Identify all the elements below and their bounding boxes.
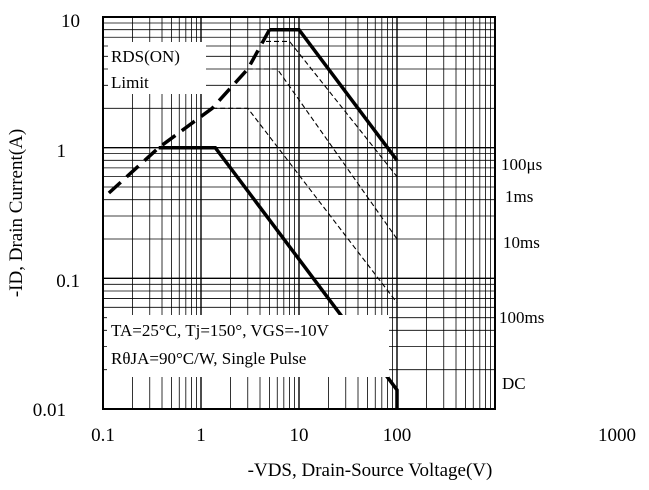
rds-label-bg xyxy=(108,42,206,94)
label-bg-1ms xyxy=(499,186,543,206)
y-axis-title: -ID, Drain Current(A) xyxy=(6,129,27,297)
label-bg-100ms xyxy=(497,307,557,327)
x-tick-label: 100 xyxy=(383,425,412,446)
label-bg-dc xyxy=(499,373,535,393)
series-line-3 xyxy=(247,68,398,240)
x-tick-label: 1 xyxy=(196,425,206,446)
series-line-5 xyxy=(158,145,399,409)
label-bg-100us xyxy=(499,154,551,174)
rds-label-line2: Limit xyxy=(111,73,149,92)
label-100ms: 100ms xyxy=(499,308,544,327)
y-tick-label: 0.01 xyxy=(33,400,66,421)
y-tick-label: 1 xyxy=(57,141,67,162)
conditions-line1: TA=25°C, Tj=150°, VGS=-10V xyxy=(111,321,330,340)
series-line-4 xyxy=(212,107,398,304)
label-10ms: 10ms xyxy=(503,233,540,252)
y-tick-label: 0.1 xyxy=(56,271,80,292)
x-tick-label: 0.1 xyxy=(91,425,115,446)
y-tick-label: 10 xyxy=(61,11,80,32)
y-tick-labels: 0.01 0.1 1 10 xyxy=(33,11,80,421)
series-line-1 xyxy=(269,27,399,162)
curve-labels: 100μs 1ms 10ms 100ms DC xyxy=(497,154,557,393)
test-conditions: TA=25°C, Tj=150°, VGS=-10V RθJA=90°C/W, … xyxy=(107,315,389,377)
conditions-bg xyxy=(107,315,389,377)
x-axis-title: -VDS, Drain-Source Voltage(V) xyxy=(248,460,493,481)
label-100us: 100μs xyxy=(501,155,542,174)
rds-on-label: RDS(ON) Limit xyxy=(108,42,206,94)
rds-label-line1: RDS(ON) xyxy=(111,47,180,66)
label-1ms: 1ms xyxy=(505,187,533,206)
x-tick-labels: 0.1 1 10 100 1000 xyxy=(91,425,636,446)
series-line-2 xyxy=(266,40,398,178)
conditions-line2: RθJA=90°C/W, Single Pulse xyxy=(111,349,306,368)
x-tick-label: 10 xyxy=(290,425,309,446)
x-tick-label: 1000 xyxy=(598,425,636,446)
plot-frame xyxy=(102,16,496,410)
series-layer xyxy=(107,27,399,409)
label-dc: DC xyxy=(502,374,526,393)
label-bg-10ms xyxy=(499,232,549,252)
